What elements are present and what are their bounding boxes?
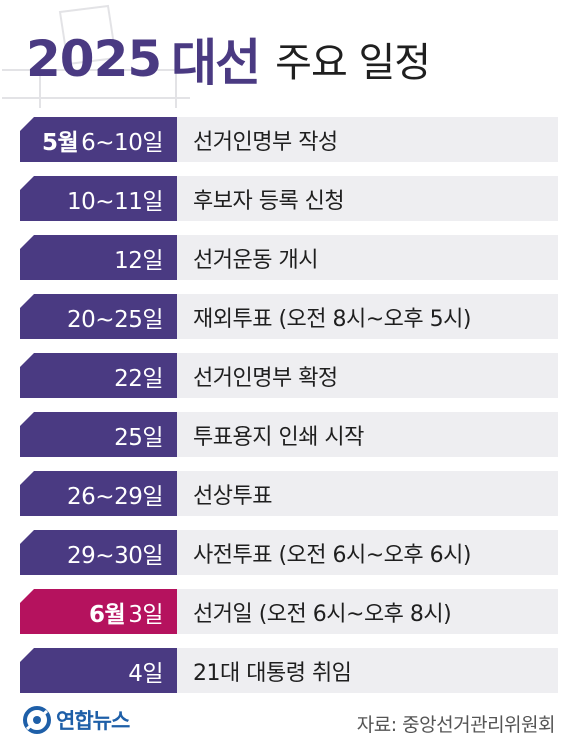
schedule-date: 12일 bbox=[20, 235, 177, 280]
schedule-date: 22일 bbox=[20, 353, 177, 398]
schedule-days: 3일 bbox=[128, 601, 163, 628]
schedule-days: 29~30일 bbox=[67, 542, 163, 569]
page-title: 2025 대선 주요 일정 bbox=[26, 24, 431, 94]
schedule-days: 20~25일 bbox=[67, 306, 163, 333]
ballot-box-icon bbox=[2, 4, 190, 108]
title-year: 2025 bbox=[26, 30, 162, 88]
schedule-month: 6월 bbox=[89, 601, 126, 628]
schedule-date: 20~25일 bbox=[20, 294, 177, 339]
schedule-date: 10~11일 bbox=[20, 176, 177, 221]
schedule-row: 22일 선거인명부 확정 bbox=[20, 353, 558, 398]
schedule-row: 25일 투표용지 인쇄 시작 bbox=[20, 412, 558, 457]
schedule-date: 25일 bbox=[20, 412, 177, 457]
schedule-event: 선상투표 bbox=[177, 471, 558, 516]
header: 2025 대선 주요 일정 bbox=[0, 0, 567, 110]
yonhap-logo-icon bbox=[23, 706, 51, 734]
schedule-event: 선거인명부 작성 bbox=[177, 117, 558, 162]
schedule-row: 26~29일 선상투표 bbox=[20, 471, 558, 516]
schedule-days: 10~11일 bbox=[67, 188, 163, 215]
schedule-days: 22일 bbox=[114, 365, 163, 392]
schedule-row: 29~30일 사전투표 (오전 6시~오후 6시) bbox=[20, 530, 558, 575]
schedule-days: 25일 bbox=[114, 424, 163, 451]
schedule-date: 4일 bbox=[20, 648, 177, 693]
schedule-days: 6~10일 bbox=[81, 129, 163, 156]
schedule-days: 4일 bbox=[128, 660, 163, 687]
schedule-row-election-day: 6월 3일 선거일 (오전 6시~오후 8시) bbox=[20, 589, 558, 634]
schedule-row: 10~11일 후보자 등록 신청 bbox=[20, 176, 558, 221]
schedule-event: 투표용지 인쇄 시작 bbox=[177, 412, 558, 457]
schedule-row: 4일 21대 대통령 취임 bbox=[20, 648, 558, 693]
logo-text: 연합뉴스 bbox=[56, 709, 130, 733]
source-note: 자료: 중앙선거관리위원회 bbox=[356, 714, 556, 736]
yonhap-logo: 연합뉴스 bbox=[22, 705, 130, 735]
schedule-date: 26~29일 bbox=[20, 471, 177, 516]
schedule-list: 5월 6~10일 선거인명부 작성 10~11일 후보자 등록 신청 12일 선… bbox=[20, 117, 558, 707]
schedule-event: 선거인명부 확정 bbox=[177, 353, 558, 398]
schedule-month: 5월 bbox=[41, 129, 79, 156]
schedule-row: 5월 6~10일 선거인명부 작성 bbox=[20, 117, 558, 162]
title-word: 대선 bbox=[171, 34, 261, 92]
schedule-event: 선거운동 개시 bbox=[177, 235, 558, 280]
title-subtitle: 주요 일정 bbox=[275, 40, 431, 86]
schedule-event: 사전투표 (오전 6시~오후 6시) bbox=[177, 530, 558, 575]
schedule-date: 6월 3일 bbox=[20, 589, 177, 634]
schedule-date: 29~30일 bbox=[20, 530, 177, 575]
footer: 연합뉴스 자료: 중앙선거관리위원회 bbox=[0, 700, 567, 747]
schedule-date: 5월 6~10일 bbox=[20, 117, 177, 162]
schedule-row: 12일 선거운동 개시 bbox=[20, 235, 558, 280]
schedule-event: 재외투표 (오전 8시~오후 5시) bbox=[177, 294, 558, 339]
schedule-row: 20~25일 재외투표 (오전 8시~오후 5시) bbox=[20, 294, 558, 339]
schedule-days: 12일 bbox=[114, 247, 163, 274]
schedule-days: 26~29일 bbox=[67, 483, 163, 510]
schedule-event: 후보자 등록 신청 bbox=[177, 176, 558, 221]
schedule-event: 선거일 (오전 6시~오후 8시) bbox=[177, 589, 558, 634]
schedule-event: 21대 대통령 취임 bbox=[177, 648, 558, 693]
